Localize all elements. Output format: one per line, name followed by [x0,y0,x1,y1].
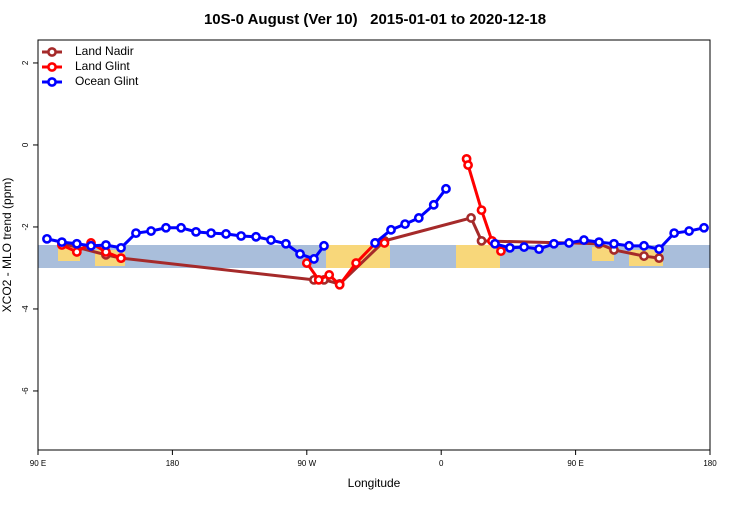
x-tick-label: 180 [703,459,717,468]
point [466,213,476,223]
legend-swatch-point [47,62,57,72]
point [564,238,574,248]
point [413,213,424,223]
point [639,251,649,261]
point [496,246,506,257]
point [334,279,345,290]
point [236,231,246,241]
x-tick-label: 180 [166,459,180,468]
point [476,205,487,216]
point [594,237,604,248]
point [131,228,141,239]
point [699,222,709,233]
y-tick-label: 2 [21,60,30,65]
point [86,240,96,251]
y-tick-label: -6 [21,387,30,395]
point [176,222,186,233]
point [654,253,664,264]
point [71,238,82,249]
point [71,247,82,257]
point [319,240,329,251]
point [221,229,231,239]
point [206,228,216,239]
legend-label: Ocean Glint [75,74,139,88]
point [295,249,305,259]
point [476,235,487,246]
point [146,226,156,236]
point [624,240,634,251]
y-axis-label: XCO2 - MLO trend (ppm) [0,178,14,313]
point [351,258,361,268]
point [191,226,201,237]
chart-title: 10S-0 August (Ver 10) 2015-01-01 to 2020… [204,11,546,28]
legend-swatch-point [47,47,57,57]
point [301,258,312,268]
x-tick-label: 90 E [30,459,46,468]
legend-label: Land Glint [75,59,130,73]
point [534,244,544,254]
point [309,254,319,264]
point [549,238,559,249]
point [428,199,439,210]
point [101,240,111,250]
point [519,242,529,252]
point [441,183,451,194]
legend-swatch-point [47,77,57,87]
point [251,231,261,242]
point [161,222,171,233]
point [42,233,52,244]
point [386,224,396,235]
point [669,228,680,239]
y-tick-label: -2 [21,223,30,231]
point [684,226,694,236]
point [313,274,324,285]
legend-label: Land Nadir [75,44,134,58]
point [609,238,619,249]
point [266,235,276,245]
point [370,238,380,248]
plot-frame [37,39,711,451]
y-tick-label: 0 [21,142,30,147]
point [56,237,67,248]
x-tick-label: 0 [439,459,444,468]
point [116,242,126,253]
point [116,253,126,264]
point [654,244,664,254]
point [324,270,335,280]
point [280,238,291,249]
point [504,242,515,253]
point [579,235,589,245]
point [400,219,410,229]
x-axis-label: Longitude [348,476,401,490]
x-tick-label: 90 W [297,459,316,468]
x-tick-label: 90 E [567,459,583,468]
point [463,160,473,170]
point [379,238,390,248]
point [490,238,500,249]
point [639,240,649,251]
y-tick-label: -4 [21,305,30,313]
